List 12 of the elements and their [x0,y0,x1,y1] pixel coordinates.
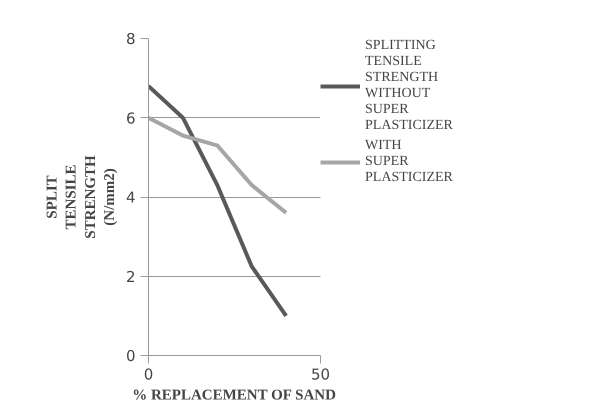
line-series [148,84,288,318]
line-series [148,116,288,215]
y-axis-title: SPLIT TENSILE STRENGTH (N/mm2) [44,154,118,239]
y-tick-label: 6 [126,109,136,128]
legend-label: WITH SUPER PLASTICIZER [365,138,453,186]
y-tick-label: 2 [126,268,136,286]
y-tick-label: 8 [126,30,136,48]
legend-label: SPLITTING TENSILE STRENGTH WITHOUT SUPER PLASTICIZER [365,38,453,134]
x-axis-title: % REPLACEMENT OF SAND [132,388,336,404]
y-tick-label: 0 [126,347,136,365]
x-tick-label: 50 [310,366,330,384]
y-tick-label: 4 [126,188,136,206]
